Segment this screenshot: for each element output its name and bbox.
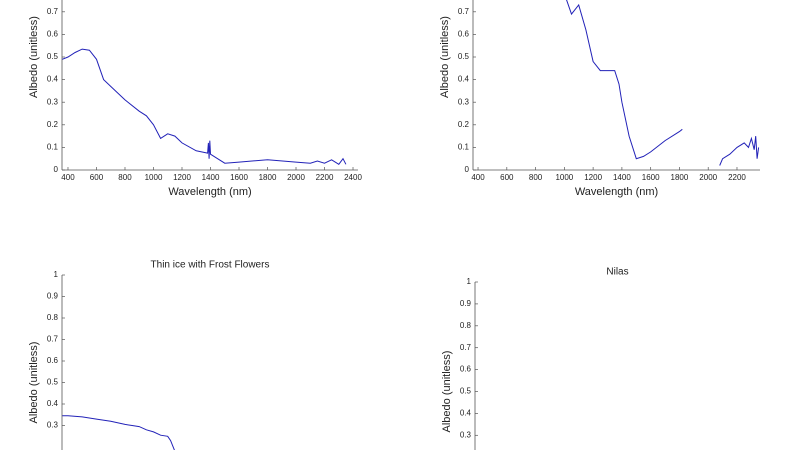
data-line	[62, 415, 175, 450]
y-axis-label: Albedo (unitless)	[28, 342, 40, 424]
x-axis-label: Wavelength (nm)	[575, 186, 658, 198]
y-tick-label: 0.2	[458, 120, 470, 129]
y-tick-label: 0.4	[458, 75, 470, 84]
y-tick-label: 0.6	[460, 365, 472, 374]
x-tick-label: 2000	[287, 173, 305, 182]
y-tick-label: 0.7	[47, 7, 59, 16]
y-tick-label: 0.4	[47, 75, 59, 84]
x-tick-label: 1600	[230, 173, 248, 182]
y-axis-label: Albedo (unitless)	[28, 16, 40, 98]
y-tick-label: 0.1	[458, 143, 470, 152]
x-tick-label: 800	[529, 173, 543, 182]
x-tick-label: 1000	[145, 173, 163, 182]
chart-title: Thin ice with Frost Flowers	[151, 260, 270, 271]
x-tick-label: 400	[61, 173, 75, 182]
y-tick-label: 0	[54, 165, 59, 174]
y-tick-label: 0.2	[47, 120, 59, 129]
y-tick-label: 0.5	[47, 378, 59, 387]
x-tick-label: 1200	[584, 173, 602, 182]
y-tick-label: 1	[54, 270, 59, 279]
y-tick-label: 1	[467, 277, 472, 286]
x-tick-label: 1800	[259, 173, 277, 182]
y-tick-label: 0.4	[460, 409, 472, 418]
y-tick-label: 0.9	[47, 292, 59, 301]
y-tick-label: 0.7	[47, 335, 59, 344]
x-axis-label: Wavelength (nm)	[168, 186, 251, 198]
y-tick-label: 0.3	[47, 97, 59, 106]
x-tick-label: 1800	[671, 173, 689, 182]
x-tick-label: 1400	[613, 173, 631, 182]
data-line	[62, 48, 347, 165]
x-tick-label: 2200	[728, 173, 746, 182]
y-tick-label: 0.6	[47, 356, 59, 365]
y-tick-label: 0.4	[47, 399, 59, 408]
x-tick-label: 1600	[642, 173, 660, 182]
x-tick-label: 600	[90, 173, 104, 182]
y-tick-label: 0.5	[47, 52, 59, 61]
x-tick-label: 1000	[555, 173, 573, 182]
y-tick-label: 0.3	[47, 421, 59, 430]
y-tick-label: 0.7	[460, 343, 472, 352]
x-tick-label: 2200	[316, 173, 334, 182]
x-tick-label: 600	[500, 173, 514, 182]
y-tick-label: 0.8	[47, 313, 59, 322]
y-tick-label: 0.3	[460, 430, 472, 439]
x-tick-label: 1200	[173, 173, 191, 182]
y-tick-label: 0.5	[460, 387, 472, 396]
y-axis-label: Albedo (unitless)	[439, 16, 451, 98]
x-tick-label: 2400	[344, 173, 362, 182]
x-tick-label: 2000	[699, 173, 717, 182]
y-tick-label: 0.5	[458, 52, 470, 61]
y-tick-label: 0.6	[458, 30, 470, 39]
y-tick-label: 0.9	[460, 299, 472, 308]
y-tick-label: 0.1	[47, 143, 59, 152]
y-tick-label: 0.3	[458, 97, 470, 106]
chart-title: Nilas	[606, 267, 628, 278]
data-line	[566, 0, 760, 166]
x-tick-label: 800	[118, 173, 132, 182]
y-tick-label: 0	[465, 165, 470, 174]
y-tick-label: 0.6	[47, 30, 59, 39]
y-axis-label: Albedo (unitless)	[441, 351, 453, 433]
x-tick-label: 1400	[202, 173, 220, 182]
x-tick-label: 400	[471, 173, 485, 182]
y-tick-label: 0.8	[460, 321, 472, 330]
y-tick-label: 0.7	[458, 7, 470, 16]
